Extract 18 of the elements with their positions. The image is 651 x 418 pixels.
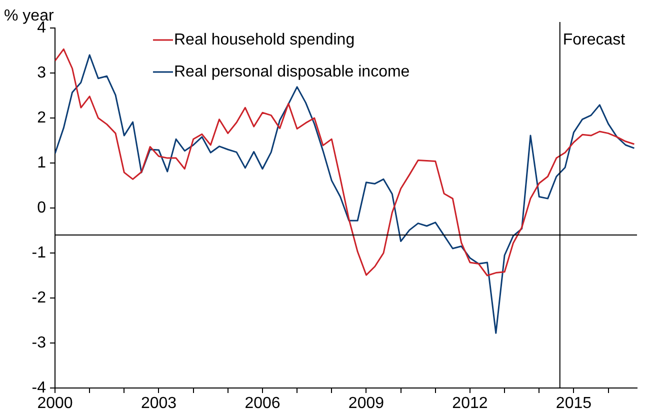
- y-tick-label: -1: [32, 244, 46, 262]
- y-axis-title: % year: [4, 7, 54, 24]
- legend-label: Real household spending: [174, 31, 355, 48]
- x-tick-label: 2012: [452, 395, 488, 412]
- x-tick-label: 2003: [140, 395, 177, 412]
- x-tick-label: 2015: [556, 395, 592, 412]
- y-tick-label: 0: [37, 199, 46, 216]
- y-tick-label: 3: [37, 64, 46, 82]
- ref-line-label: Forecast: [562, 31, 626, 48]
- y-tick-label: 1: [37, 154, 46, 172]
- x-tick-label: 2000: [37, 395, 73, 412]
- y-tick-label: 2: [37, 109, 46, 126]
- x-tick-label: 2006: [244, 395, 280, 412]
- y-tick-label: -4: [32, 379, 46, 396]
- y-tick-label: -2: [32, 289, 46, 306]
- legend-label: Real personal disposable income: [174, 63, 410, 80]
- y-tick-label: -3: [32, 334, 46, 352]
- x-tick-label: 2009: [348, 395, 384, 412]
